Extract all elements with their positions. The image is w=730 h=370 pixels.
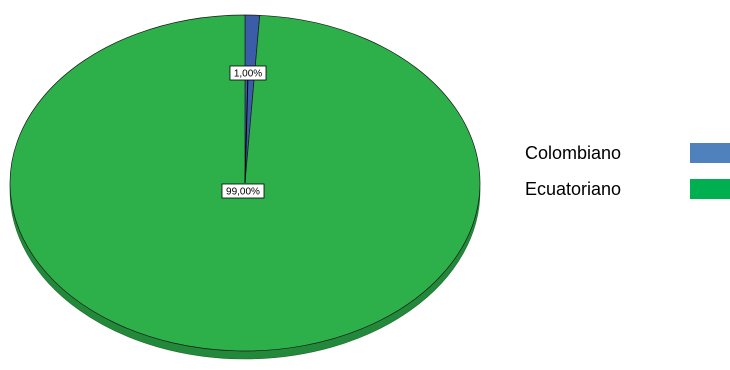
legend-label-ecuatoriano: Ecuatoriano: [525, 178, 622, 199]
legend-swatch-ecuatoriano: [690, 179, 730, 199]
data-label-box-ecuatoriano: [221, 183, 265, 199]
legend-item-colombiano: Colombiano: [525, 136, 730, 170]
data-label-box-colombiano: [229, 65, 267, 81]
data-label-colombiano: 1,00%: [234, 69, 262, 80]
leader-line-colombiano: [244, 72, 249, 184]
legend: Colombiano Ecuatoriano: [525, 136, 730, 206]
legend-item-ecuatoriano: Ecuatoriano: [525, 172, 730, 206]
legend-label-colombiano: Colombiano: [525, 142, 622, 163]
pie-slice-ecuatoriano: [9, 14, 481, 352]
data-label-ecuatoriano: 99,00%: [226, 187, 260, 198]
legend-swatch-colombiano: [690, 143, 730, 163]
